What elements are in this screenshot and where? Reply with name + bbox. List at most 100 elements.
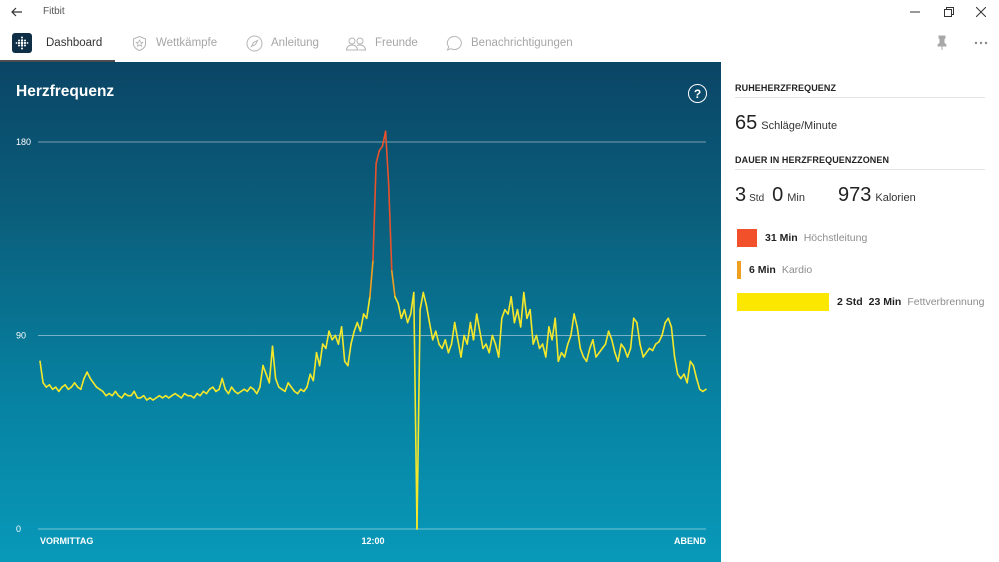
heart-rate-line-segment	[296, 388, 302, 395]
close-button[interactable]	[966, 2, 996, 22]
nav-label-anleitung: Anleitung	[271, 37, 319, 49]
heart-rate-line-segment	[259, 364, 264, 388]
heart-rate-line-segment	[702, 388, 707, 393]
heart-rate-line-segment	[400, 308, 406, 320]
heart-rate-line-segment	[340, 326, 346, 363]
back-button[interactable]	[6, 1, 28, 23]
zone-row-fatburn: 2 Std 23 Min Fettverbrennung	[737, 293, 984, 311]
badge-star-icon	[130, 34, 148, 52]
x-tick-label: VORMITTAG	[40, 536, 93, 546]
nav-item-dashboard[interactable]: Dashboard	[12, 24, 102, 62]
close-icon	[976, 7, 986, 17]
more-button[interactable]	[972, 35, 990, 51]
heart-rate-line-segment	[661, 321, 667, 337]
heart-rate-line-segment	[306, 373, 312, 388]
minimize-icon	[910, 11, 920, 13]
heart-rate-line-segment	[507, 296, 513, 315]
heart-rate-line-segment	[522, 291, 528, 320]
pin-button[interactable]	[934, 35, 950, 51]
pin-icon	[937, 35, 947, 50]
heart-rate-line-segment	[466, 321, 472, 345]
heart-rate-line-segment	[353, 321, 359, 333]
heart-rate-line-segment	[73, 381, 79, 388]
heart-rate-line-segment	[579, 347, 585, 358]
zone-time-cardio: 6 Min	[749, 264, 776, 276]
nav-item-anleitung[interactable]: Anleitung	[245, 24, 319, 62]
heart-rate-line-segment	[478, 330, 484, 350]
zone-label-cardio: Kardio	[781, 264, 813, 276]
heart-rate-line-segment	[500, 308, 506, 320]
heart-rate-line-segment	[290, 386, 296, 393]
x-tick-label: 12:00	[361, 536, 384, 546]
heart-rate-line-segment	[387, 184, 393, 272]
heart-rate-line-segment	[658, 334, 663, 343]
nav-item-freunde[interactable]: Freunde	[345, 24, 418, 62]
heart-rate-line-segment	[673, 356, 679, 376]
heart-rate-line-segment	[645, 347, 651, 354]
nav-bar: Dashboard Wettkämpfe Anleitung Freunde B…	[0, 24, 999, 62]
nav-item-wettkaempfe[interactable]: Wettkämpfe	[130, 24, 217, 62]
nav-label-benachrichtigungen: Benachrichtigungen	[471, 37, 573, 49]
heart-rate-line-segment	[639, 343, 645, 358]
zone-time-fatburn-hours: 2 Std	[837, 296, 863, 308]
heart-rate-line-segment	[510, 296, 516, 324]
heart-rate-line-segment	[513, 308, 519, 324]
y-tick-label: 90	[16, 331, 26, 341]
resting-hr-header: RUHEHERZFREQUENZ	[735, 83, 837, 93]
nav-item-benachrichtigungen[interactable]: Benachrichtigungen	[445, 24, 573, 62]
heart-rate-line-segment	[325, 330, 330, 350]
heart-rate-line-segment	[205, 388, 211, 395]
zone-time-peak: 31 Min	[765, 232, 798, 244]
resting-hr-unit: Schläge/Minute	[761, 120, 838, 132]
heart-rate-line-segment	[111, 390, 117, 397]
heart-rate-line-segment	[686, 360, 692, 384]
heart-rate-line-segment	[676, 373, 682, 380]
heart-rate-line-segment	[48, 384, 54, 391]
side-panel: RUHEHERZFREQUENZ 65 Schläge/Minute DAUER…	[721, 62, 999, 562]
heart-rate-line-segment	[472, 313, 478, 341]
duration-hours-unit: Std	[749, 193, 765, 204]
heart-rate-line-segment	[64, 384, 70, 391]
heart-rate-line-segment	[592, 338, 597, 358]
active-tab-indicator	[0, 60, 115, 62]
heart-rate-line-segment	[667, 317, 673, 328]
resting-hr-value: 65	[735, 112, 758, 134]
heart-rate-line-segment	[372, 162, 377, 262]
heart-rate-line-segment	[460, 334, 465, 358]
heart-rate-line-segment	[42, 381, 48, 388]
heart-rate-line-segment	[617, 343, 623, 363]
heart-rate-line-segment	[450, 321, 456, 345]
heart-rate-line-segment	[419, 291, 425, 311]
heart-rate-line-segment	[287, 381, 293, 388]
help-button[interactable]: ?	[688, 84, 707, 103]
heart-rate-line-segment	[397, 302, 403, 320]
heart-rate-line-segment	[620, 343, 626, 350]
heart-rate-line-segment	[598, 347, 604, 354]
nav-label-dashboard: Dashboard	[46, 37, 103, 49]
heart-rate-line-segment	[315, 351, 321, 367]
heart-rate-line-segment	[246, 386, 252, 393]
heart-rate-line-segment	[218, 377, 223, 391]
heart-rate-line-segment	[626, 347, 632, 358]
heart-rate-line-segment	[544, 326, 550, 358]
heart-rate-line-segment	[57, 386, 63, 393]
heart-rate-line-segment	[422, 291, 428, 307]
heart-rate-line-segment	[632, 317, 638, 324]
heart-rate-line-segment	[636, 321, 641, 345]
heart-rate-line-segment	[271, 345, 277, 380]
heart-rate-line-segment	[651, 343, 657, 352]
heart-rate-line-segment	[416, 308, 421, 530]
minimize-button[interactable]	[900, 2, 930, 22]
heart-rate-line-segment	[623, 347, 629, 358]
heart-rate-line-segment	[532, 334, 538, 345]
window-title: Fitbit	[43, 6, 65, 17]
heart-rate-line-segment	[428, 321, 434, 341]
zone-bar-cardio	[737, 261, 741, 279]
arrow-left-icon	[11, 7, 22, 17]
zone-row-peak: 31 Min Höchstleitung	[737, 229, 867, 247]
heart-rate-line-segment	[554, 317, 560, 363]
restore-button[interactable]	[934, 2, 964, 22]
heart-rate-line-segment	[519, 291, 525, 328]
heart-rate-line-segment	[268, 345, 274, 384]
